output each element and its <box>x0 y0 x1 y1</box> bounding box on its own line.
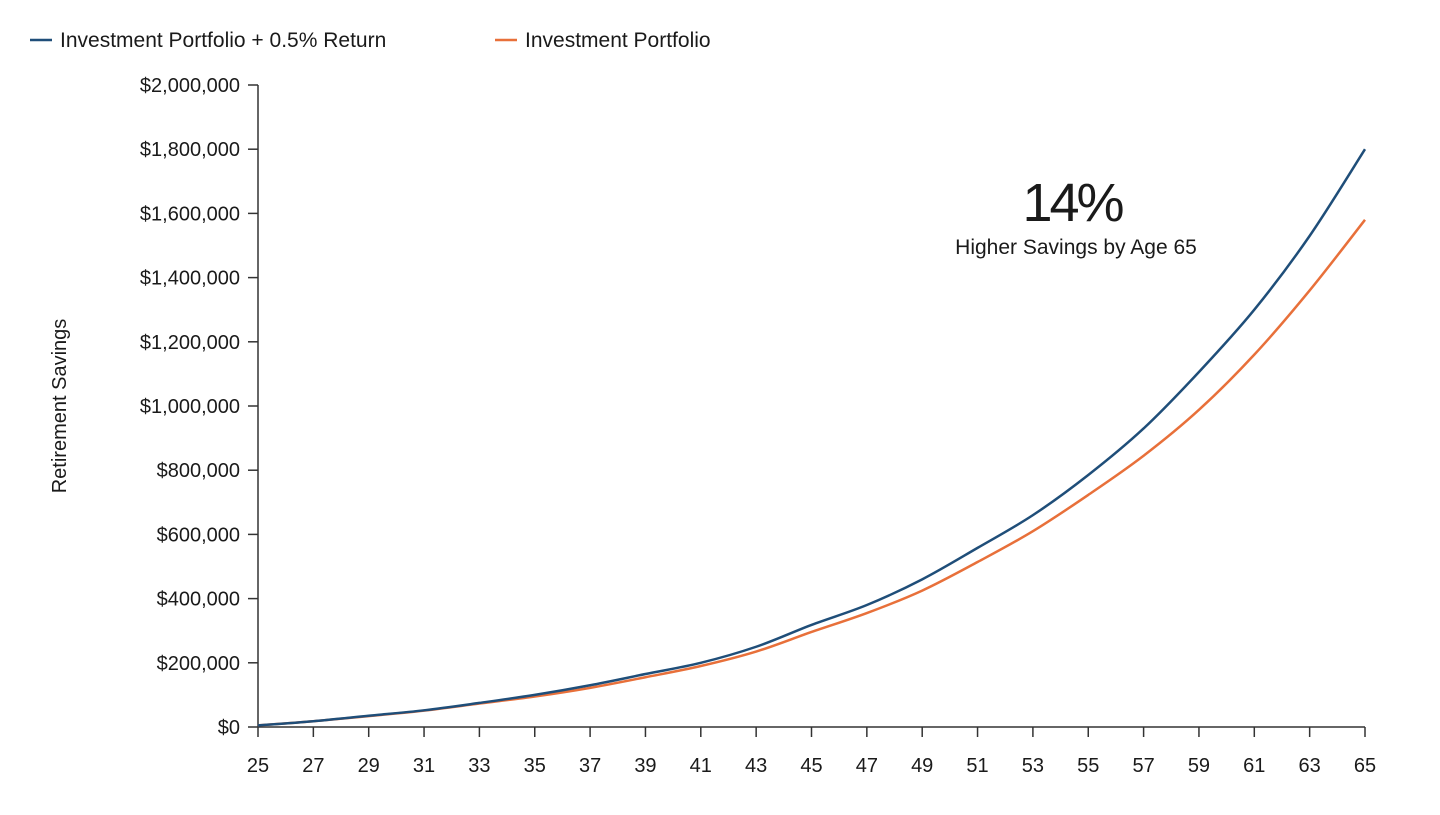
x-tick-label: 29 <box>358 755 380 777</box>
x-tick-label: 25 <box>247 755 269 777</box>
x-tick-label: 65 <box>1354 755 1376 777</box>
y-tick-label: $2,000,000 <box>140 75 240 97</box>
x-tick-label: 53 <box>1022 755 1044 777</box>
y-tick-label: $800,000 <box>157 460 240 482</box>
y-tick-label: $1,600,000 <box>140 203 240 225</box>
axes: $0 $200,000 $400,000 $600,000 $800,000 $1,000… <box>140 75 1376 777</box>
y-tick-label: $0 <box>218 717 240 739</box>
x-tick-label: 41 <box>690 755 712 777</box>
legend: Investment Portfolio + 0.5% Return Inves… <box>30 29 711 52</box>
annotation-value: 14% <box>1022 173 1123 233</box>
x-tick-label: 33 <box>468 755 490 777</box>
x-tick-label: 63 <box>1299 755 1321 777</box>
y-tick-label: $1,800,000 <box>140 139 240 161</box>
legend-label-series-1: Investment Portfolio + 0.5% Return <box>60 29 386 52</box>
series-line-2 <box>258 220 1365 726</box>
y-tick-label: $600,000 <box>157 524 240 546</box>
legend-label-series-2: Investment Portfolio <box>525 29 711 52</box>
x-tick-label: 43 <box>745 755 767 777</box>
y-tick-label: $1,200,000 <box>140 332 240 354</box>
x-tick-label: 51 <box>966 755 988 777</box>
x-tick-label: 55 <box>1077 755 1099 777</box>
series-group <box>258 149 1365 725</box>
x-tick-label: 49 <box>911 755 933 777</box>
y-tick-label: $1,400,000 <box>140 268 240 290</box>
x-tick-label: 27 <box>302 755 324 777</box>
y-axis-title: Retirement Savings <box>49 319 71 494</box>
x-tick-label: 35 <box>524 755 546 777</box>
y-tick-label: $1,000,000 <box>140 396 240 418</box>
y-tick-label: $200,000 <box>157 653 240 675</box>
annotation-text: Higher Savings by Age 65 <box>955 236 1197 259</box>
series-line-1 <box>258 149 1365 725</box>
x-tick-label: 45 <box>800 755 822 777</box>
x-tick-label: 47 <box>856 755 878 777</box>
x-tick-label: 39 <box>634 755 656 777</box>
x-tick-label: 31 <box>413 755 435 777</box>
x-tick-label: 59 <box>1188 755 1210 777</box>
x-tick-label: 57 <box>1132 755 1154 777</box>
x-tick-label: 61 <box>1243 755 1265 777</box>
x-tick-label: 37 <box>579 755 601 777</box>
y-tick-label: $400,000 <box>157 589 240 611</box>
